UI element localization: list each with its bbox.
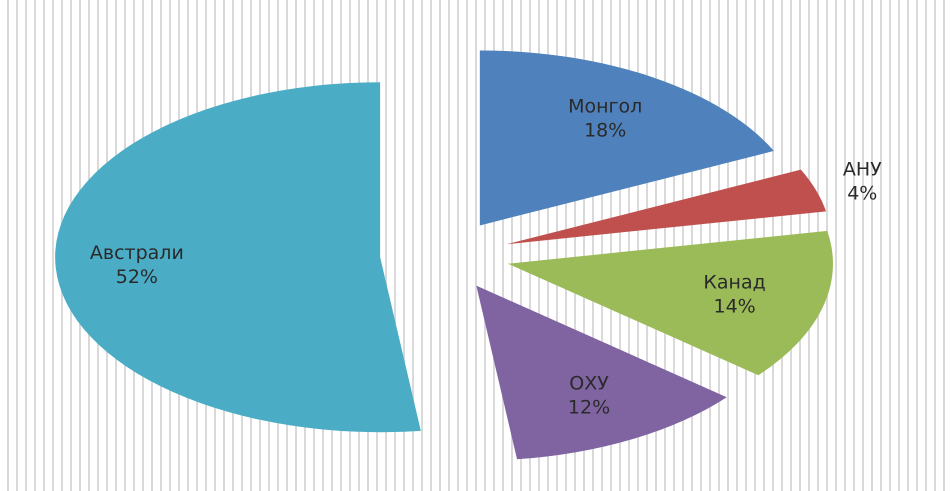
slice-label: Австрали [90,242,184,264]
slice-label: ОХУ [569,373,609,395]
slice-label: АНУ [843,158,882,180]
pie-slice [55,82,421,433]
pie-slice [476,285,727,460]
slice-label: Канад [703,272,765,294]
slice-value-label: 4% [847,182,877,204]
pie-slice [507,230,833,376]
pie-slice [506,169,827,245]
pie-slice [479,50,774,226]
slice-value-label: 12% [568,397,610,419]
slice-value-label: 14% [713,296,755,318]
slice-value-label: 18% [584,120,626,142]
slice-value-label: 52% [116,266,158,288]
slice-label: Монгол [568,96,642,118]
